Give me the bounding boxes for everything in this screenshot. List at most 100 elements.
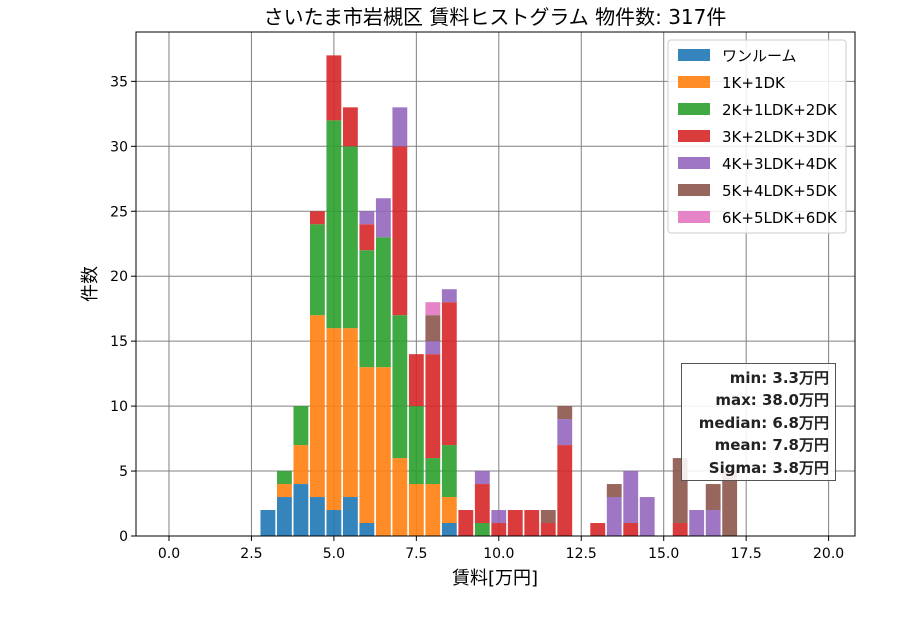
stat-median: median: 6.8万円: [698, 413, 829, 432]
bar-segment: [425, 458, 441, 485]
bar-segment: [408, 484, 424, 536]
bar-segment: [507, 510, 523, 536]
x-axis-label: 賃料[万円]: [452, 568, 538, 589]
bar-segment: [441, 302, 457, 446]
bar-segment: [606, 497, 622, 536]
legend-label: 5K+4LDK+5DK: [722, 182, 838, 200]
bar-segment: [260, 510, 276, 536]
bar-segment: [441, 289, 457, 303]
bar-segment: [623, 523, 639, 536]
x-axis-ticks: 0.0 2.5 5.0 7.5 10.0 12.5 15.0 17.5 20.0: [158, 536, 844, 562]
bar-segment: [293, 445, 309, 485]
legend-swatch: [678, 184, 710, 196]
x-tick-label: 7.5: [405, 546, 427, 562]
bar-segment: [441, 497, 457, 524]
bar-segment: [623, 471, 639, 524]
bar-segment: [326, 510, 342, 536]
legend-box: [667, 39, 847, 234]
bar-segment: [474, 471, 490, 485]
bar-segment: [425, 341, 441, 355]
y-tick-label: 25: [110, 204, 128, 220]
bar-segment: [276, 484, 292, 498]
bar-segment: [705, 510, 721, 536]
bar-segment: [722, 471, 738, 536]
x-tick-label: 12.5: [566, 546, 597, 562]
bar-segment: [491, 510, 507, 524]
legend-label: 1K+1DK: [722, 74, 786, 92]
stat-sigma: Sigma: 3.8万円: [708, 458, 829, 477]
x-tick-label: 0.0: [158, 546, 180, 562]
bar-segment: [425, 484, 441, 536]
histogram-bars: [260, 55, 738, 536]
bar-segment: [408, 406, 424, 485]
y-tick-label: 10: [110, 399, 128, 415]
y-tick-label: 15: [110, 334, 128, 350]
y-tick-label: 5: [119, 464, 128, 480]
plot-frame: [135, 31, 856, 537]
bar-segment: [392, 107, 408, 147]
bar-segment: [557, 406, 573, 420]
bar-segment: [309, 211, 325, 225]
x-tick-label: 5.0: [323, 546, 345, 562]
bar-segment: [474, 484, 490, 524]
bar-segment: [342, 107, 358, 147]
bar-segment: [309, 315, 325, 498]
bar-segment: [392, 458, 408, 536]
bar-segment: [326, 55, 342, 121]
bar-segment: [326, 328, 342, 511]
bar-segment: [689, 510, 705, 536]
bar-segment: [392, 146, 408, 316]
y-tick-label: 35: [110, 74, 128, 90]
bar-segment: [375, 237, 391, 368]
x-tick-label: 15.0: [648, 546, 679, 562]
stats-box: min: 3.3万円 max: 38.0万円 median: 6.8万円 mea…: [681, 363, 836, 481]
bar-segment: [425, 315, 441, 342]
x-tick-label: 10.0: [483, 546, 514, 562]
stat-min: min: 3.3万円: [729, 369, 829, 387]
bar-segment: [359, 224, 375, 251]
bar-segment: [276, 497, 292, 536]
bar-segment: [491, 523, 507, 536]
legend-label: 4K+3LDK+4DK: [722, 155, 838, 173]
y-axis-label: 件数: [80, 266, 101, 302]
legend-label: 2K+1LDK+2DK: [722, 101, 838, 119]
grid-lines: [136, 32, 855, 537]
bar-segment: [705, 484, 721, 511]
bar-segment: [540, 510, 556, 524]
bar-segment: [606, 484, 622, 498]
bar-segment: [524, 510, 540, 536]
bar-segment: [309, 497, 325, 536]
bar-segment: [342, 497, 358, 536]
y-tick-label: 30: [110, 139, 128, 155]
bar-segment: [639, 497, 655, 536]
bar-segment: [359, 250, 375, 368]
bar-segment: [326, 120, 342, 329]
y-axis-ticks: 0 5 10 15 20 25 30 35: [110, 74, 136, 545]
bar-segment: [359, 211, 375, 225]
bar-segment: [375, 198, 391, 238]
legend-swatch: [678, 130, 710, 142]
bar-segment: [342, 146, 358, 329]
legend-label: 6K+5LDK+6DK: [722, 209, 838, 227]
legend-label: 3K+2LDK+3DK: [722, 128, 838, 146]
stat-mean: mean: 7.8万円: [714, 436, 829, 455]
chart-title: さいたま市岩槻区 賃料ヒストグラム 物件数: 317件: [264, 5, 727, 29]
bar-segment: [342, 328, 358, 498]
bar-segment: [293, 484, 309, 536]
bar-segment: [672, 523, 688, 536]
legend-label: ワンルーム: [722, 47, 797, 65]
bar-segment: [359, 523, 375, 536]
stat-max: max: 38.0万円: [715, 391, 829, 410]
x-tick-label: 17.5: [731, 546, 762, 562]
bar-segment: [293, 406, 309, 446]
bar-segment: [557, 419, 573, 446]
bar-segment: [441, 445, 457, 498]
x-tick-label: 2.5: [240, 546, 262, 562]
bar-segment: [590, 523, 606, 536]
y-tick-label: 0: [119, 529, 128, 545]
bar-segment: [557, 445, 573, 536]
legend: ワンルーム 1K+1DK 2K+1LDK+2DK 3K+2LDK+3DK 4K+3LDK…: [667, 39, 847, 234]
legend-swatch: [678, 76, 710, 88]
bar-segment: [392, 315, 408, 459]
